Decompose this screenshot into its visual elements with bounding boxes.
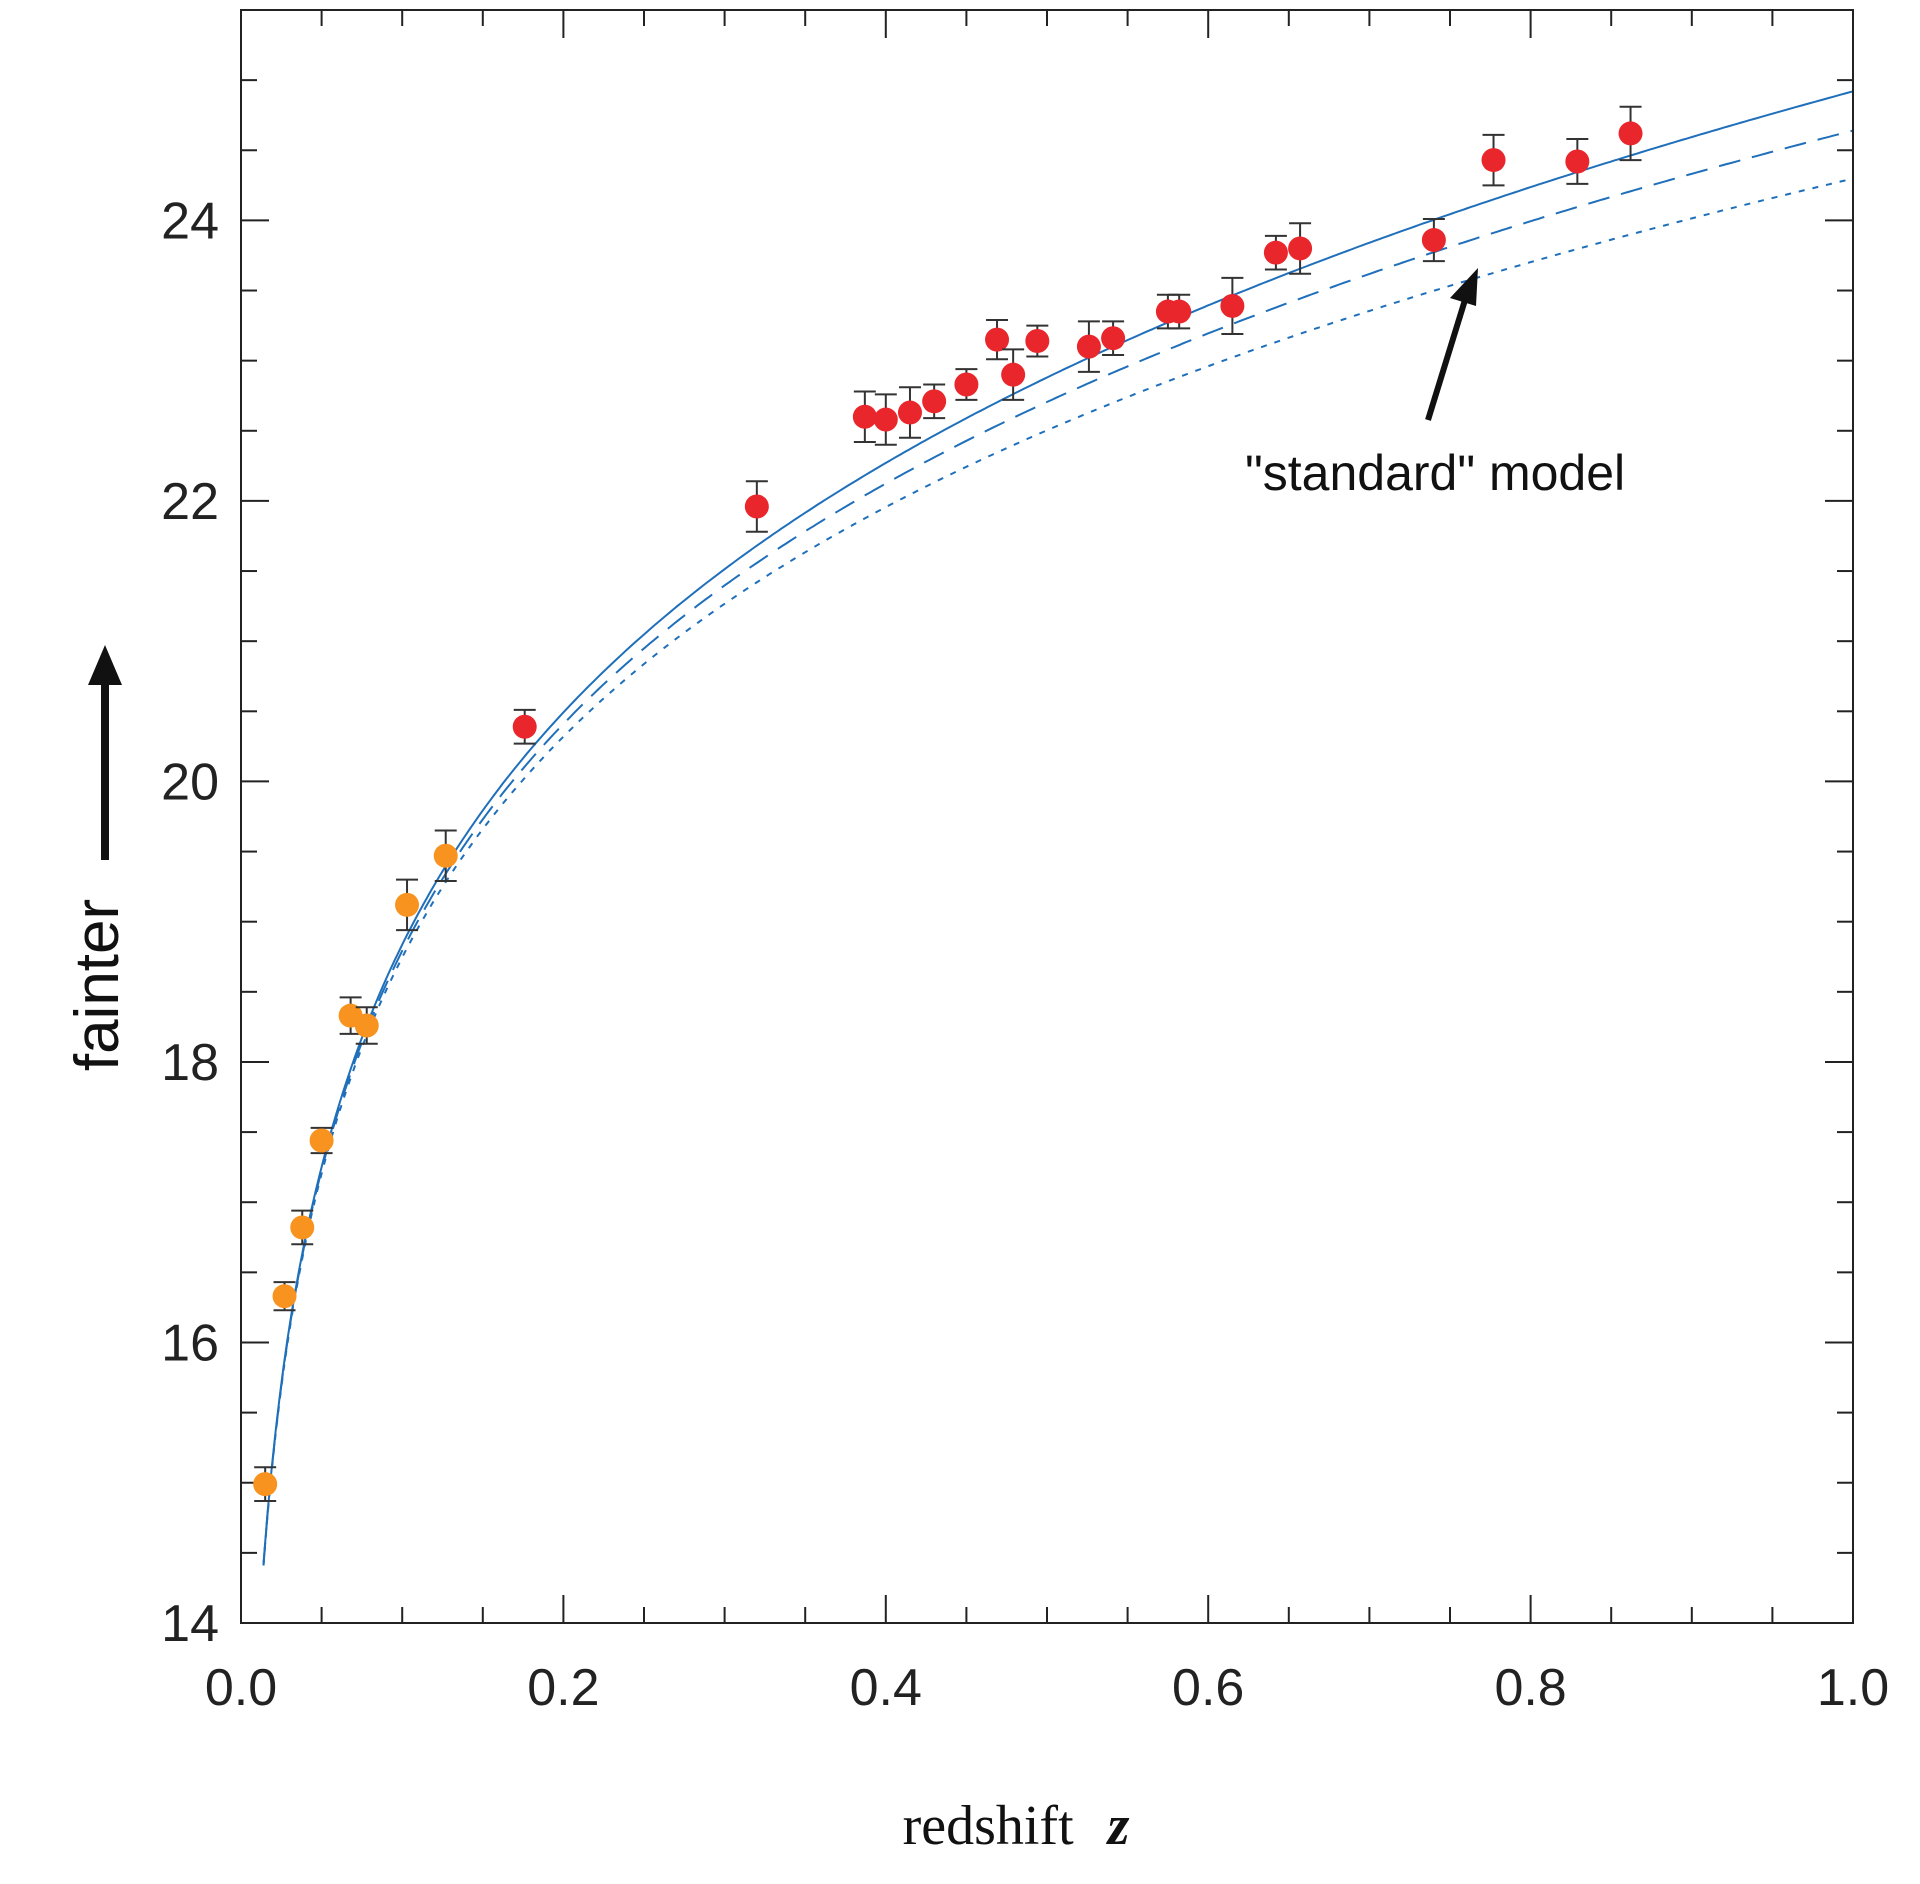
data-point xyxy=(512,714,537,739)
x-tick-label: 0.2 xyxy=(527,1659,599,1717)
model-curve-dashed xyxy=(262,129,1854,1565)
x-tick-label: 0.8 xyxy=(1494,1659,1566,1717)
axis-ticks xyxy=(240,10,1854,1624)
data-point xyxy=(253,1472,278,1497)
data-point xyxy=(954,372,979,397)
data-point xyxy=(354,1013,379,1038)
y-tick-label: 24 xyxy=(161,192,219,250)
y-axis-arrow-head xyxy=(88,645,122,685)
annotation-arrow-shaft xyxy=(1425,299,1468,421)
y-axis-label: fainter xyxy=(63,899,132,1071)
annotation-arrow-head xyxy=(1450,268,1478,306)
y-tick-label: 22 xyxy=(161,473,219,531)
x-axis-symbol: z xyxy=(1106,1795,1130,1857)
data-point xyxy=(395,892,420,917)
data-point xyxy=(852,404,877,429)
data-point xyxy=(1101,326,1126,351)
data-point xyxy=(1618,121,1643,146)
data-point xyxy=(1481,148,1506,173)
data-point xyxy=(433,843,458,868)
data-point xyxy=(1565,149,1590,174)
model-curve-solid xyxy=(262,90,1854,1564)
data-point xyxy=(1167,299,1192,324)
y-tick-label: 16 xyxy=(161,1314,219,1372)
data-point xyxy=(272,1284,297,1309)
data-point xyxy=(1025,329,1050,354)
x-tick-label: 0.4 xyxy=(850,1659,922,1717)
model-curve-dotted xyxy=(262,177,1854,1566)
x-axis-label-group: redshift z xyxy=(903,1795,1130,1857)
x-axis-label: redshift xyxy=(903,1795,1075,1857)
data-point xyxy=(873,407,898,432)
x-tick-label: 0.0 xyxy=(205,1659,277,1717)
y-tick-label: 14 xyxy=(161,1595,219,1653)
data-point xyxy=(1076,334,1101,359)
x-tick-label: 1.0 xyxy=(1817,1659,1889,1717)
tick-labels: 0.0 0.2 0.4 0.6 0.8 1.0 14 16 18 20 22 24 xyxy=(161,192,1889,1717)
data-point xyxy=(744,494,769,519)
model-curves xyxy=(262,90,1854,1566)
data-point xyxy=(309,1128,334,1153)
data-point xyxy=(985,327,1010,352)
data-point xyxy=(922,389,947,414)
data-point xyxy=(290,1215,315,1240)
y-tick-label: 18 xyxy=(161,1034,219,1092)
data-point xyxy=(897,400,922,425)
plot-frame xyxy=(240,9,1854,1624)
data-points xyxy=(253,105,1643,1502)
annotation-standard-model: "standard" model xyxy=(1245,445,1625,501)
data-point xyxy=(1220,293,1245,318)
y-tick-label: 20 xyxy=(161,753,219,811)
data-point xyxy=(1001,362,1026,387)
x-tick-label: 0.6 xyxy=(1172,1659,1244,1717)
data-point xyxy=(1421,228,1446,253)
data-point xyxy=(1288,236,1313,261)
data-point xyxy=(1263,240,1288,265)
